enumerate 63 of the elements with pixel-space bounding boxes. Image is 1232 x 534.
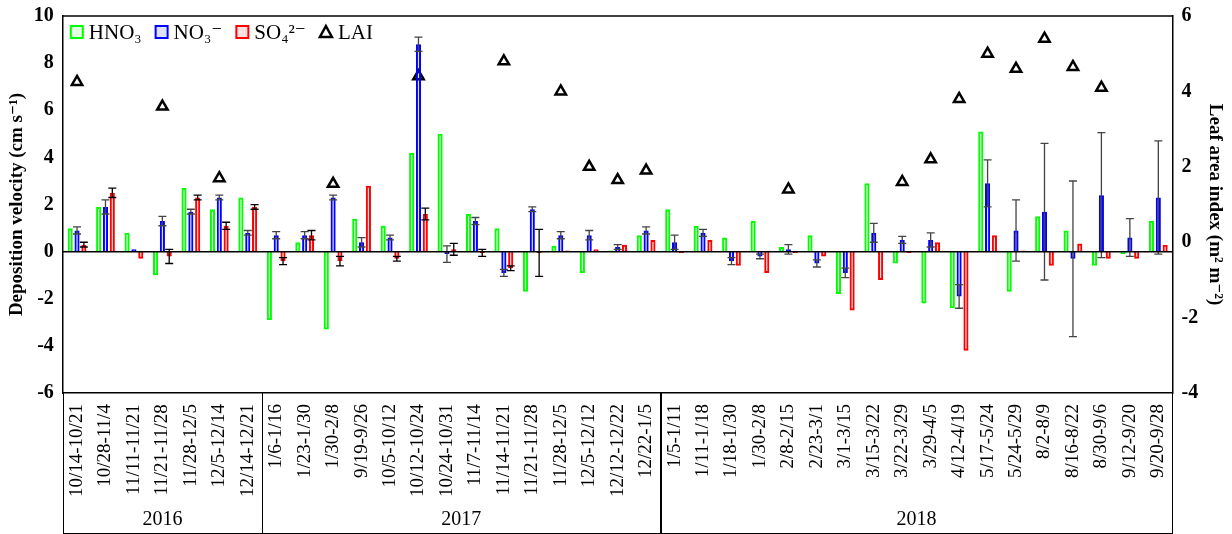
y-tick-label: -6 xyxy=(37,380,54,403)
y-tick-label: 6 xyxy=(43,97,54,120)
y2-tick-label: 2 xyxy=(1181,154,1192,177)
x-tick-label: 2/8-2/15 xyxy=(776,404,798,469)
y2-axis-title: Leaf area index (m² m⁻²) xyxy=(1204,103,1227,306)
x-tick-label: 5/17-5/24 xyxy=(975,403,997,479)
y2-tick-label: 6 xyxy=(1181,3,1192,26)
x-tick-label: 11/28-12/5 xyxy=(548,404,570,487)
x-tick-label: 12/12-12/22 xyxy=(605,404,627,498)
x-tick-label: 5/24-5/29 xyxy=(1004,404,1026,479)
x-tick-label: 3/29-4/5 xyxy=(918,404,940,469)
y-tick-label: -2 xyxy=(37,286,54,309)
y2-tick-label: 0 xyxy=(1181,229,1192,252)
x-tick-label: 3/22-3/29 xyxy=(890,404,912,479)
x-tick-label: 10/12-10/24 xyxy=(406,403,428,498)
y2-tick-label: -2 xyxy=(1181,304,1199,327)
legend-label: LAI xyxy=(337,19,373,44)
x-tick-label: 11/7-11/14 xyxy=(463,403,485,487)
x-tick-label: 8/2-8/9 xyxy=(1032,404,1054,460)
x-tick-label: 8/16-8/22 xyxy=(1060,404,1082,479)
x-tick-label: 1/11-1/18 xyxy=(691,404,713,478)
x-tick-label: 2/23-3/1 xyxy=(804,404,826,469)
text: 2017 xyxy=(440,507,483,530)
x-tick-label: 1/30-2/8 xyxy=(747,404,769,469)
x-tick-label: 11/28-12/5 xyxy=(178,404,200,487)
x-tick-label: 1/6-1/16 xyxy=(264,404,286,469)
x-tick-label: 9/19-9/26 xyxy=(349,404,371,479)
x-tick-label: 3/1-3/15 xyxy=(833,404,855,469)
x-tick-label: 9/12-9/20 xyxy=(1117,404,1139,479)
y-tick-label: -4 xyxy=(37,333,54,356)
y2-tick-label: -4 xyxy=(1181,380,1199,403)
text: 2018 xyxy=(895,507,938,530)
x-tick-label: 10/14-10/21 xyxy=(65,404,87,498)
legend-label: HNO₃ xyxy=(88,19,142,44)
x-tick-label: 12/5-12/12 xyxy=(577,404,599,488)
legend-label: NO₃⁻ xyxy=(173,19,223,44)
x-tick-label: 3/15-3/22 xyxy=(861,404,883,479)
x-tick-label: 10/24-10/31 xyxy=(434,404,456,498)
x-tick-label: 11/11-11/21 xyxy=(121,404,143,495)
y-tick-label: 10 xyxy=(33,3,54,26)
x-tick-label: 4/12-4/19 xyxy=(947,404,969,479)
y-tick-label: 2 xyxy=(43,191,54,214)
x-tick-label: 1/18-1/30 xyxy=(719,404,741,479)
x-tick-label: 12/22-1/5 xyxy=(634,404,656,479)
y-axis-title: Deposition velocity (cm s⁻¹) xyxy=(5,93,28,317)
x-tick-label: 1/23-1/30 xyxy=(292,404,314,479)
x-tick-label: 12/5-12/14 xyxy=(207,403,229,488)
x-tick-label: 11/21-11/28 xyxy=(520,404,542,496)
text: 2016 xyxy=(141,507,184,530)
x-tick-label: 11/14-11/21 xyxy=(491,404,513,496)
y2-tick-label: 4 xyxy=(1181,78,1192,101)
x-tick-label: 1/30-2/8 xyxy=(321,404,343,469)
x-tick-label: 11/21-11/28 xyxy=(150,404,172,496)
x-tick-label: 1/5-1/11 xyxy=(662,404,684,468)
y-tick-label: 0 xyxy=(43,238,54,261)
x-tick-label: 10/5-10/12 xyxy=(378,404,400,488)
legend-label: SO₄²⁻ xyxy=(254,19,306,44)
x-tick-label: 9/20-9/28 xyxy=(1146,404,1168,479)
x-tick-label: 12/14-12/21 xyxy=(235,404,257,498)
x-tick-label: 8/30-9/6 xyxy=(1089,404,1111,469)
x-tick-label: 10/28-11/4 xyxy=(93,403,115,487)
y-tick-label: 4 xyxy=(43,144,54,167)
y-tick-label: 8 xyxy=(43,50,54,73)
